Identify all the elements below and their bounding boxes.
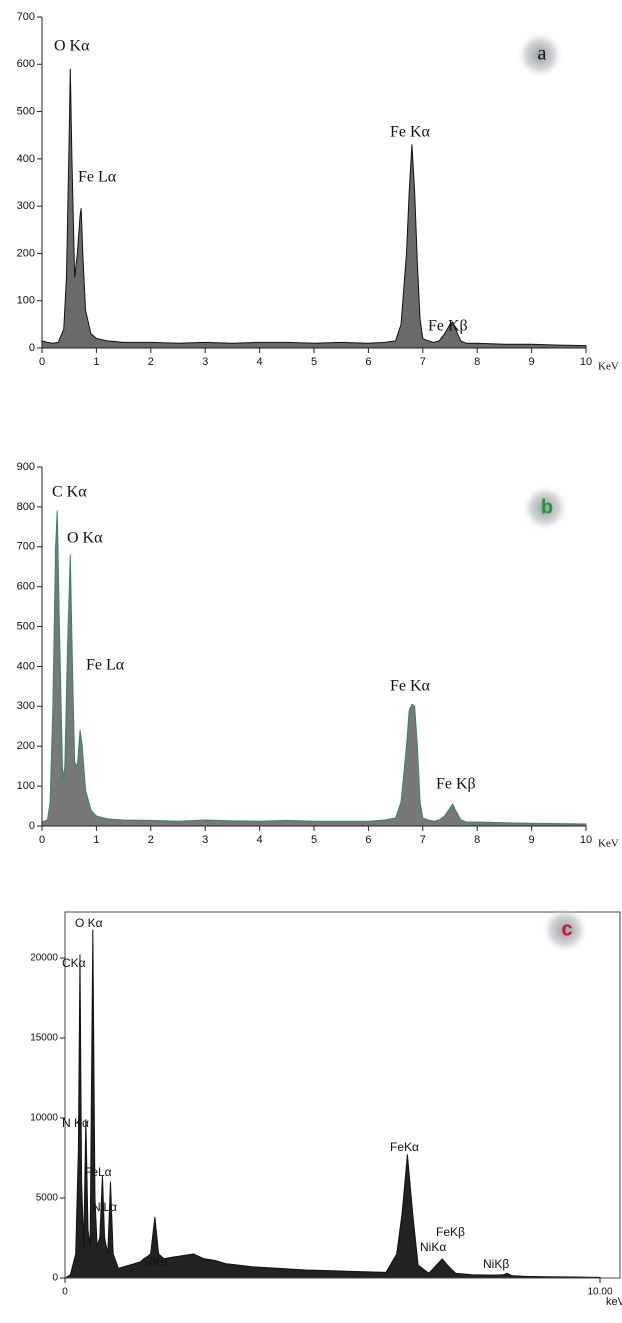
y-tick-label: 0	[52, 1273, 58, 1284]
y-tick-label: 0	[29, 820, 35, 832]
x-tick-label: 2	[148, 356, 154, 368]
x-tick-label: 0	[62, 1287, 68, 1298]
peak-label: Fe Kβ	[428, 318, 468, 335]
y-tick-label: 500	[17, 105, 35, 117]
peak-label: NiLα	[92, 1200, 117, 1214]
x-tick-label: 1	[93, 356, 99, 368]
y-tick-label: 100	[17, 780, 35, 792]
x-tick-label: 2	[148, 834, 154, 846]
x-axis-label: keV	[606, 1296, 622, 1308]
badge-blur	[516, 31, 564, 79]
spectrum-area	[41, 510, 587, 827]
y-tick-label: 700	[17, 11, 35, 23]
x-axis-label: KeV	[598, 838, 619, 850]
peak-label: Fe Lα	[78, 169, 117, 186]
y-tick-label: 800	[17, 501, 35, 513]
y-tick-label: 100	[17, 295, 35, 307]
y-tick-label: 300	[17, 200, 35, 212]
y-tick-label: 200	[17, 247, 35, 259]
peak-label: NiKα	[420, 1240, 446, 1254]
peak-label: NiKβ	[483, 1257, 509, 1271]
x-axis-label: KeV	[598, 361, 619, 373]
y-tick-label: 15000	[30, 1033, 58, 1044]
x-tick-label: 1	[93, 834, 99, 846]
x-tick-label: 4	[257, 356, 263, 368]
peak-label: SiKα	[142, 1255, 168, 1269]
peak-label: O Kα	[54, 38, 90, 55]
x-tick-label: 5	[311, 834, 317, 846]
peak-label: FeKβ	[436, 1225, 465, 1239]
spectrum-area	[41, 68, 587, 349]
y-tick-label: 5000	[36, 1193, 59, 1204]
y-tick-label: 10000	[30, 1113, 58, 1124]
peak-label: N Kα	[62, 1116, 89, 1130]
peak-label: FeLα	[84, 1165, 112, 1179]
peak-label: FeKα	[390, 1140, 419, 1154]
x-tick-label: 3	[202, 834, 208, 846]
peak-label: Fe Lα	[86, 657, 125, 674]
x-tick-label: 3	[202, 356, 208, 368]
x-tick-label: 10	[580, 834, 592, 846]
y-tick-label: 300	[17, 700, 35, 712]
y-tick-label: 700	[17, 541, 35, 553]
x-tick-label: 0	[39, 834, 45, 846]
y-tick-label: 500	[17, 620, 35, 632]
peak-label: CKα	[62, 956, 86, 970]
x-tick-label: 9	[529, 356, 535, 368]
peak-label: C Kα	[52, 484, 87, 501]
panel-badge: a	[538, 43, 547, 65]
peak-label: O Kα	[75, 916, 103, 930]
x-tick-label: 5	[311, 356, 317, 368]
peak-label: Fe Kα	[390, 678, 431, 695]
peak-label: O Kα	[67, 530, 103, 547]
plot-frame	[64, 911, 621, 1279]
panel-badge: c	[561, 918, 572, 940]
spectrum-area	[64, 929, 601, 1279]
y-tick-label: 600	[17, 58, 35, 70]
y-tick-label: 600	[17, 581, 35, 593]
y-tick-label: 200	[17, 740, 35, 752]
x-tick-label: 6	[365, 356, 371, 368]
x-tick-label: 4	[257, 834, 263, 846]
y-tick-label: 0	[29, 342, 35, 354]
y-tick-label: 20000	[30, 953, 58, 964]
badge-blur	[521, 484, 569, 532]
peak-label: Fe Kα	[390, 124, 431, 141]
x-tick-label: 8	[474, 356, 480, 368]
badge-blur	[541, 906, 589, 954]
peak-label: Fe Kβ	[436, 776, 476, 793]
y-tick-label: 400	[17, 153, 35, 165]
x-tick-label: 6	[365, 834, 371, 846]
x-tick-label: 10.00	[587, 1287, 612, 1298]
x-tick-label: 8	[474, 834, 480, 846]
x-tick-label: 10	[580, 356, 592, 368]
panel-badge: b	[541, 496, 553, 518]
y-tick-label: 900	[17, 461, 35, 473]
x-tick-label: 7	[420, 356, 426, 368]
x-tick-label: 7	[420, 834, 426, 846]
x-tick-label: 0	[39, 356, 45, 368]
x-tick-label: 9	[529, 834, 535, 846]
y-tick-label: 400	[17, 660, 35, 672]
